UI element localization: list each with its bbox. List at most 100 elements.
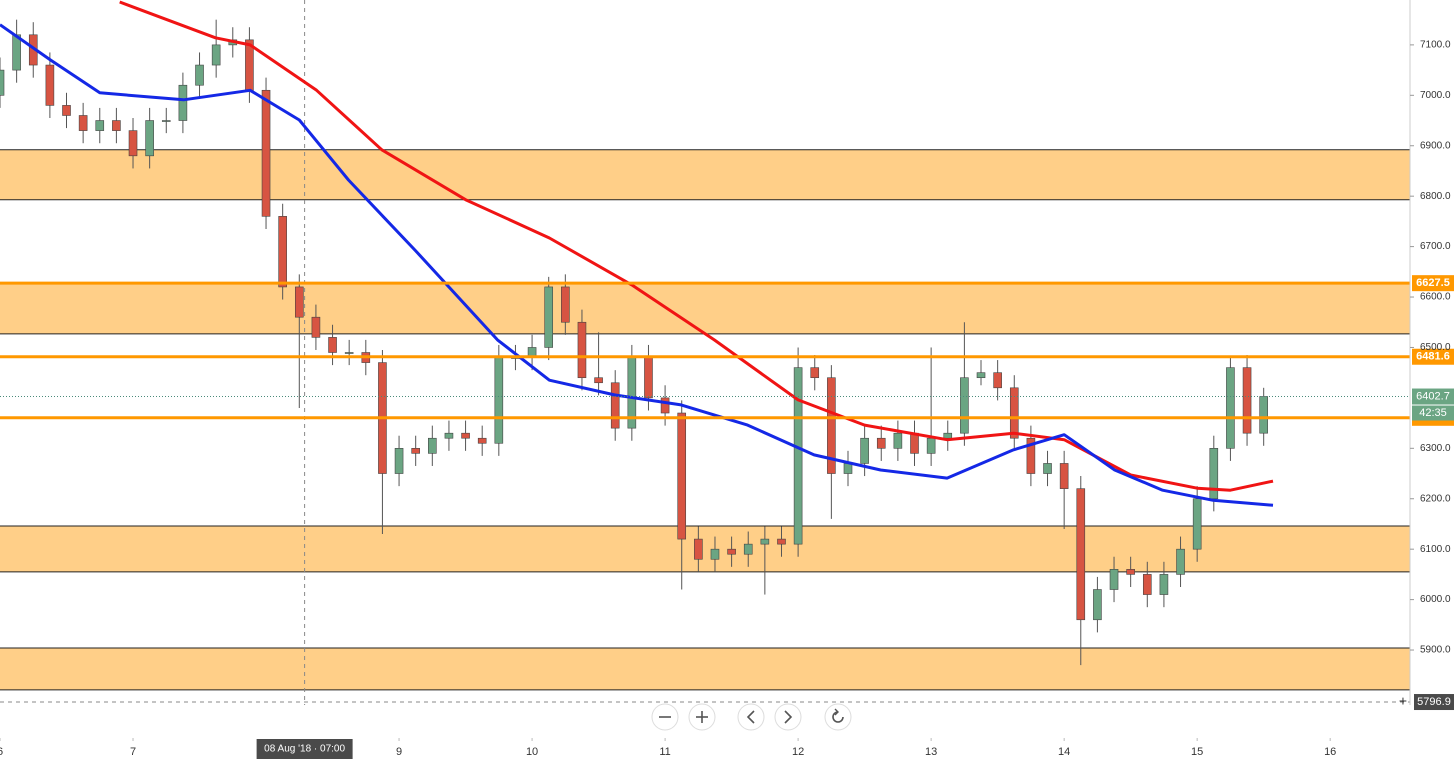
countdown-box (1412, 405, 1454, 421)
candle-body (1192, 498, 1202, 550)
y-tick-label: 6800.0 (1420, 191, 1451, 202)
candle-body (843, 463, 853, 474)
last-price-label: 6402.7 (1416, 390, 1450, 402)
candle-body (860, 437, 869, 464)
candle-body (910, 432, 919, 454)
x-tick-label: 15 (1191, 746, 1203, 758)
candle-body (960, 377, 969, 434)
toolbar (651, 703, 852, 731)
candle-body (777, 538, 786, 545)
candle-body (644, 357, 653, 399)
x-tick-label: 14 (1058, 746, 1070, 758)
candle-body (594, 377, 603, 384)
y-tick-label: 6300.0 (1420, 443, 1451, 454)
candle-body (1043, 463, 1052, 474)
x-tick-label: 12 (792, 746, 804, 758)
y-tick-label: 6200.0 (1420, 493, 1451, 504)
candle-body (793, 367, 803, 545)
x-tick-label: 9 (396, 746, 402, 758)
candle-body (1142, 574, 1152, 595)
x-tick-label: 13 (925, 746, 937, 758)
candle-body (660, 397, 670, 414)
candle-body (993, 372, 1002, 389)
candle-body (876, 437, 886, 449)
candle-body (1093, 589, 1102, 621)
candle-body (428, 437, 437, 454)
moving-average (119, 0, 1274, 492)
candle-body (328, 337, 337, 353)
candle-body (1176, 548, 1185, 575)
candle-body (278, 216, 287, 288)
reset-button[interactable] (824, 703, 852, 731)
level-label: 6481.6 (1416, 351, 1450, 363)
candle-body (1009, 387, 1019, 439)
x-tick-label: 11 (659, 746, 670, 758)
candle-body (261, 89, 271, 217)
candle-body (1242, 367, 1252, 434)
candle-body (45, 64, 55, 106)
candle-body (943, 432, 953, 439)
x-tick-label: 6 (0, 746, 3, 758)
x-tick-label: 10 (526, 746, 538, 758)
candle-body (145, 120, 154, 157)
candle-body (1126, 569, 1135, 575)
candle-body (95, 120, 105, 131)
y-tick-label: 5900.0 (1420, 645, 1451, 656)
candle-body (1159, 574, 1169, 595)
candle-body (211, 44, 221, 66)
candle-body (1209, 448, 1219, 500)
scroll-right-button[interactable] (774, 703, 802, 731)
y-tick-label: 6500.0 (1420, 342, 1451, 353)
candle-body (477, 437, 487, 444)
candle-body (760, 538, 770, 545)
candle-body (195, 64, 204, 86)
candle-body (677, 412, 687, 540)
zoom-in-button[interactable] (688, 703, 716, 731)
candle-body (561, 286, 570, 323)
candle-body (926, 437, 936, 454)
candle-body (311, 316, 321, 338)
y-tick-label: 7100.0 (1420, 40, 1451, 51)
crosshair-price-box (1414, 694, 1454, 711)
candle-body (1059, 463, 1069, 489)
crosshair-time-box (256, 739, 353, 759)
candle-body (810, 367, 820, 379)
x-tick-label: 7 (130, 746, 136, 758)
candle-body (827, 377, 836, 474)
candle-body (727, 548, 736, 555)
level-label-box (1412, 275, 1454, 292)
candle-body (78, 115, 88, 131)
scroll-left-button[interactable] (737, 703, 765, 731)
candle-body (294, 286, 304, 318)
level-label: 6627.5 (1416, 277, 1450, 289)
candle-body (893, 432, 903, 449)
last-price-box (1412, 388, 1454, 405)
crosshair-price-label: 5796.9 (1417, 696, 1451, 708)
countdown-label: 42:35 (1419, 407, 1447, 419)
x-tick-label: 16 (1324, 746, 1336, 758)
candle-body (1226, 367, 1235, 449)
candle-body (411, 448, 420, 454)
crosshair-time-label: 08 Aug '18 · 07:00 (264, 744, 345, 755)
candle-body (577, 321, 587, 379)
candle-body (1026, 437, 1036, 474)
candle-body (112, 120, 121, 131)
y-tick-label: 6700.0 (1420, 241, 1451, 252)
candle-body (743, 543, 753, 555)
candle-body (694, 538, 703, 560)
candle-body (461, 432, 470, 439)
crosshair-plus: + (1399, 693, 1407, 709)
candle-body (976, 372, 986, 379)
zoom-out-button[interactable] (651, 703, 679, 731)
candle-body (494, 357, 504, 444)
y-tick-label: 6100.0 (1420, 544, 1451, 555)
candle-body (610, 382, 620, 429)
zone (0, 648, 1410, 690)
candle-body (1076, 488, 1086, 621)
candle-body (544, 286, 554, 348)
candle-body (1259, 396, 1268, 434)
candle-body (444, 432, 454, 439)
y-tick-label: 6900.0 (1420, 140, 1451, 151)
y-tick-label: 6600.0 (1420, 292, 1451, 303)
zone (0, 149, 1410, 200)
